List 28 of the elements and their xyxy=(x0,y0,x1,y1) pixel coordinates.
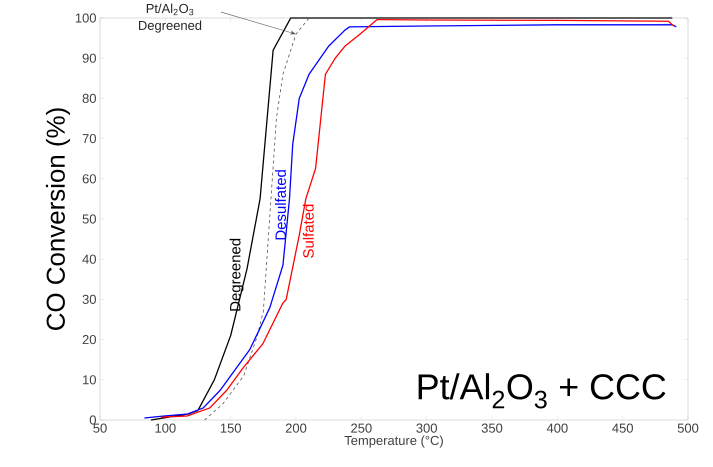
x-tick-label: 100 xyxy=(156,424,176,433)
y-tick-label: 10 xyxy=(83,375,96,384)
x-tick-label: 300 xyxy=(416,424,437,433)
x-tick-label: 350 xyxy=(482,424,502,433)
y-axis-title: CO Conversion (%) xyxy=(46,108,70,330)
text: Sulfated xyxy=(302,204,314,258)
y-tick-label: 80 xyxy=(82,94,96,103)
x-tick-label: 500 xyxy=(678,424,698,433)
y-tick-label: 40 xyxy=(82,254,96,264)
x-tick-label: 200 xyxy=(286,424,306,433)
annotation: Pt/Al$_{2}$O$_{3}$ + CCC xyxy=(418,373,666,408)
text: Degreened xyxy=(230,238,244,311)
y-tick-label: 70 xyxy=(82,134,96,144)
y-tick-label: 60 xyxy=(82,174,96,184)
y-tick-label: 20 xyxy=(82,335,96,344)
text: Desulfated xyxy=(274,170,286,240)
y-tick-label: 30 xyxy=(82,294,96,304)
y-tick-label: 90 xyxy=(82,54,96,63)
x-tick-label: 50 xyxy=(93,424,107,433)
x-tick-label: 250 xyxy=(351,424,372,433)
x-tick-label: 450 xyxy=(612,424,633,433)
x-tick-label: 400 xyxy=(546,424,568,433)
y-tick-label: 50 xyxy=(82,214,96,224)
y-tick-label: 0 xyxy=(90,415,96,425)
x-tick-label: 150 xyxy=(220,424,241,433)
x-axis-title: Temperature (°C) xyxy=(344,436,443,448)
annotation: Pt/Al$_{2}$O$_{3}$ Degreened xyxy=(138,4,202,33)
y-tick-label: 100 xyxy=(76,13,96,23)
